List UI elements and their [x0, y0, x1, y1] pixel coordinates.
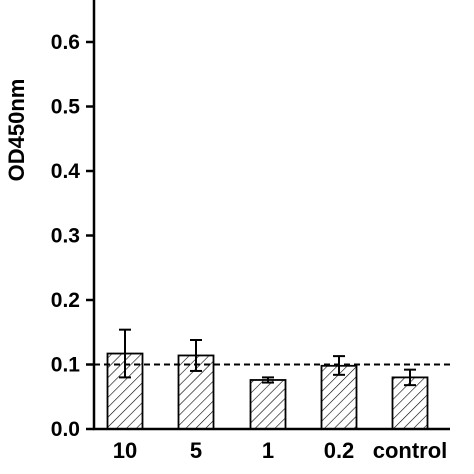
y-tick-label: 0.4 — [51, 160, 81, 183]
error-bar — [119, 328, 131, 379]
error-bar — [190, 338, 202, 372]
y-tick-label: 0.3 — [51, 225, 80, 248]
error-bars-layer — [119, 328, 416, 387]
bar — [249, 379, 287, 430]
x-tick-label: control — [373, 438, 448, 463]
x-tick-label: 0.2 — [324, 438, 355, 463]
x-tick-label: 5 — [190, 438, 202, 463]
x-tick-label: 1 — [262, 438, 274, 463]
y-tick-label: 0.2 — [51, 289, 80, 312]
y-ticks-layer: 0.0 0.1 0.2 0.3 0.4 0.5 0.6 — [51, 31, 94, 441]
error-bar — [404, 368, 416, 387]
y-tick-label: 0.1 — [51, 354, 81, 377]
axes-layer — [92, 0, 450, 431]
x-labels-layer: 10 5 1 0.2 control — [113, 438, 448, 463]
y-axis-title: OD450nm — [4, 79, 29, 182]
error-bar — [262, 376, 274, 384]
y-tick-label: 0.5 — [51, 96, 81, 119]
x-tick-label: 10 — [113, 438, 137, 463]
bar — [320, 364, 358, 430]
y-tick-label: 0.0 — [51, 418, 80, 441]
y-tick-label: 0.6 — [51, 31, 80, 54]
